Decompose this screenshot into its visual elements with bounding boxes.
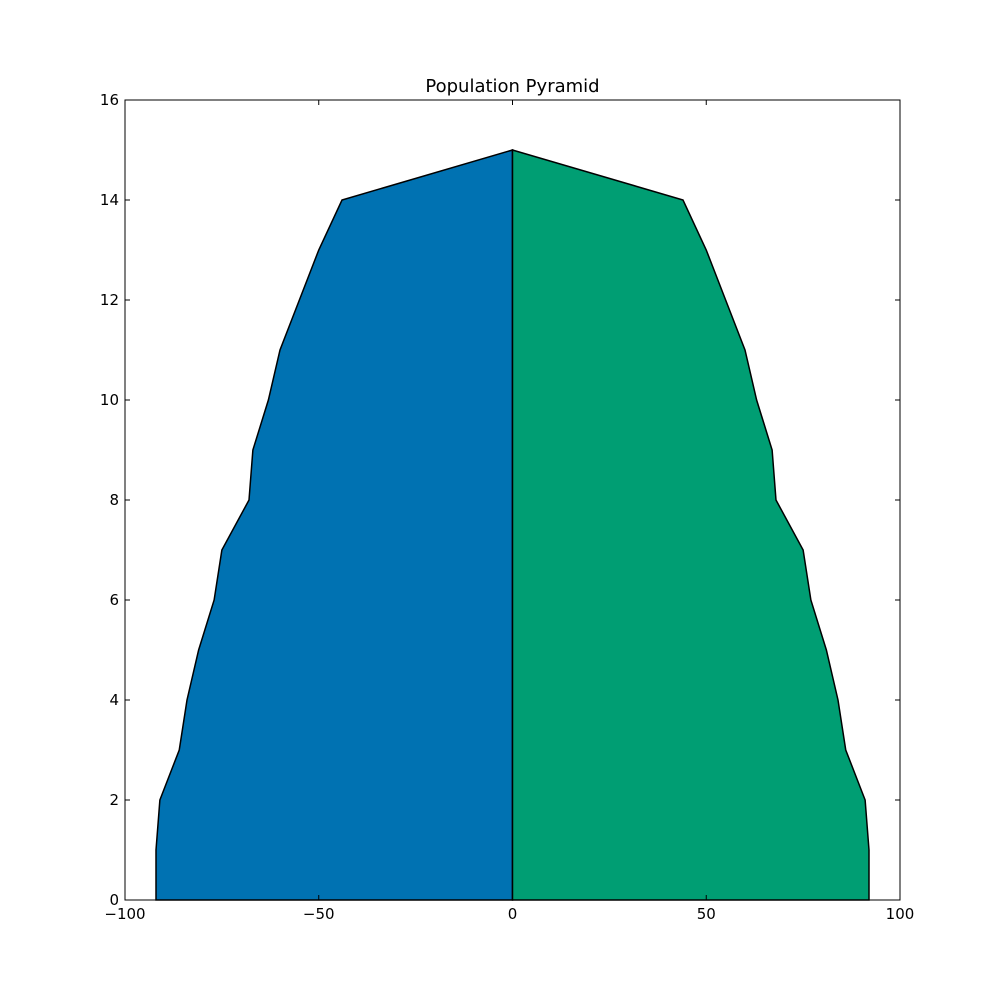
series-1-area [511, 148, 870, 901]
x-tick-label: 0 [508, 905, 518, 923]
x-tick-label: −50 [303, 905, 335, 923]
y-tick-label: 14 [100, 191, 119, 209]
y-tick-label: 4 [109, 691, 119, 709]
x-tick-label: 50 [697, 905, 716, 923]
x-tick-label: −100 [104, 905, 145, 923]
plot-area [155, 148, 870, 901]
y-tick-label: 0 [109, 891, 119, 909]
y-tick-label: 6 [109, 591, 119, 609]
chart-title: Population Pyramid [425, 76, 599, 97]
y-axis: 0 2 4 6 8 10 12 14 16 [100, 91, 900, 909]
y-tick-label: 10 [100, 391, 119, 409]
x-tick-label: 100 [886, 905, 915, 923]
y-tick-label: 8 [109, 491, 119, 509]
series-0-area [155, 148, 514, 901]
y-tick-label: 16 [100, 91, 119, 109]
y-tick-label: 2 [109, 791, 119, 809]
y-tick-label: 12 [100, 291, 119, 309]
x-axis: −100 −50 0 50 100 [104, 100, 914, 923]
